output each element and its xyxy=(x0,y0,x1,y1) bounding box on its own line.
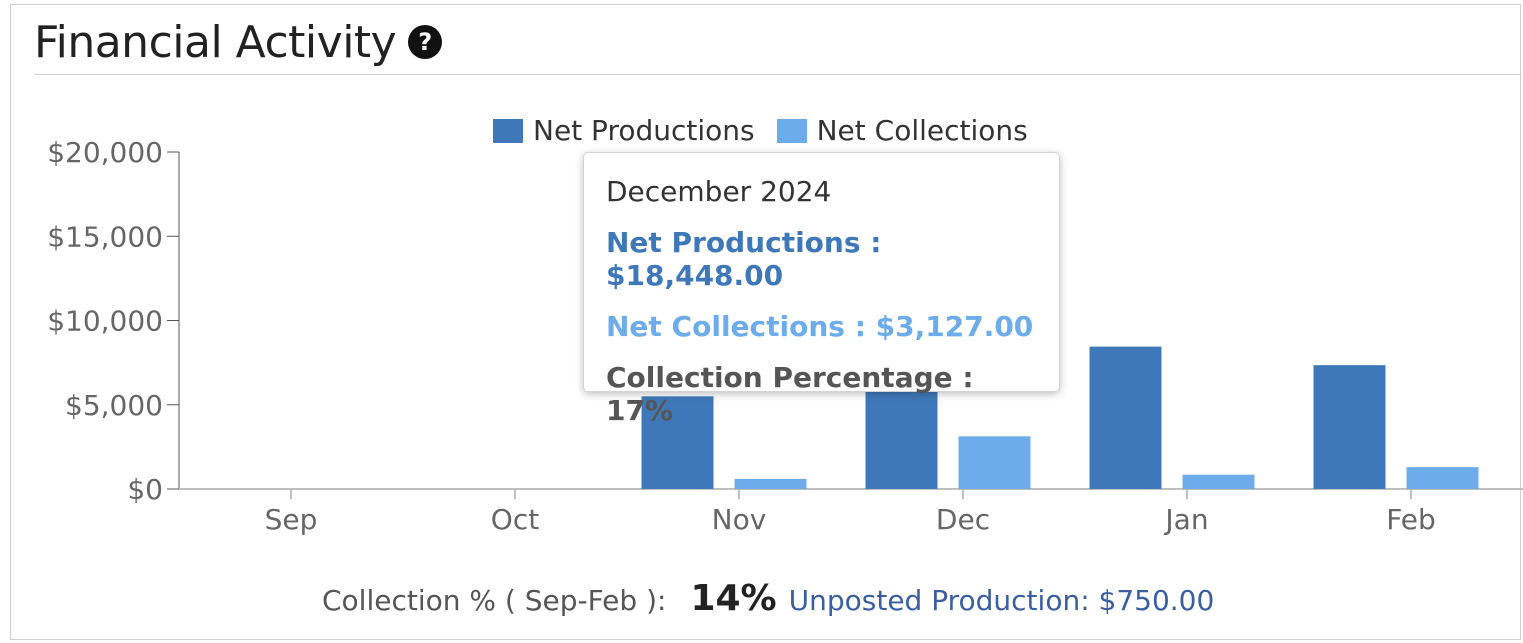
y-tick-label: $0 xyxy=(127,473,163,506)
bar-net-productions xyxy=(641,396,714,489)
y-tick-label: $5,000 xyxy=(65,389,163,422)
tooltip-title: December 2024 xyxy=(606,175,832,208)
y-tick-label: $10,000 xyxy=(47,305,163,338)
legend-swatch-net-collections xyxy=(776,118,807,143)
bar-net-productions xyxy=(1089,346,1162,489)
bar-net-collections xyxy=(958,436,1031,489)
panel-header: Financial Activity ? xyxy=(34,10,1522,75)
bar-net-productions xyxy=(1313,365,1386,489)
bar-net-collections xyxy=(734,478,807,489)
collection-percent-value: 14% xyxy=(690,578,777,619)
legend-label-net-productions: Net Productions xyxy=(533,114,755,147)
y-tick-label: $15,000 xyxy=(47,220,163,253)
chart-legend: Net Productions Net Collections xyxy=(493,114,1050,147)
legend-swatch-net-productions xyxy=(493,118,523,143)
x-tick-label: Sep xyxy=(265,503,318,536)
x-tick-label: Oct xyxy=(491,503,539,536)
legend-item-net-productions[interactable]: Net Productions xyxy=(493,114,755,147)
y-tick-label: $20,000 xyxy=(47,136,163,169)
tooltip-net-productions: Net Productions : $18,448.00 xyxy=(606,226,882,292)
bar-net-collections xyxy=(1182,474,1255,489)
chart-footer: Collection % ( Sep-Feb ): 14% Unposted P… xyxy=(322,578,1214,619)
x-tick-label: Dec xyxy=(936,503,990,536)
tooltip-collection-percentage: Collection Percentage : 17% xyxy=(606,361,974,427)
x-tick-label: Feb xyxy=(1386,503,1436,536)
x-tick-label: Jan xyxy=(1163,503,1208,536)
question-circle-icon[interactable]: ? xyxy=(408,25,443,59)
tooltip-net-collections: Net Collections : $3,127.00 xyxy=(606,310,1034,343)
chart-tooltip: December 2024 Net Productions : $18,448.… xyxy=(583,152,1060,427)
legend-label-net-collections: Net Collections xyxy=(816,114,1028,147)
bar-net-collections xyxy=(1406,467,1479,489)
page-title: Financial Activity xyxy=(34,16,397,68)
collection-percent-label: Collection % ( Sep-Feb ): xyxy=(322,584,667,617)
x-tick-label: Nov xyxy=(712,503,767,536)
unposted-production-link[interactable]: Unposted Production: $750.00 xyxy=(788,584,1215,617)
legend-item-net-collections[interactable]: Net Collections xyxy=(776,114,1028,147)
